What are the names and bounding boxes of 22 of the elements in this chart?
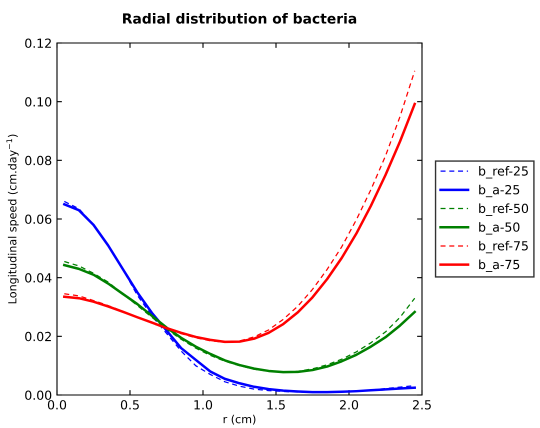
x-tick-label: 1.5 (267, 400, 285, 410)
y-tick-label: 0.10 (25, 97, 52, 107)
legend-label: b_a-25 (479, 184, 520, 198)
x-tick-label: 2.5 (412, 400, 431, 410)
legend-label: b_ref-75 (479, 240, 528, 254)
y-axis-title: Longitudinal speed (cm.day$^{−1}$) (6, 134, 19, 304)
y-tick-label: 0.12 (25, 38, 51, 48)
x-tick-label: 0.5 (120, 400, 139, 410)
y-tick-label: 0.06 (25, 214, 52, 224)
y-tick-label: 0.04 (25, 273, 52, 283)
x-tick-label: 0.0 (48, 400, 66, 410)
x-tick-label: 2.0 (340, 400, 358, 410)
legend-label: b_a-75 (479, 260, 520, 272)
legend-label: b_a-50 (479, 222, 520, 235)
chart-title: Radial distribution of bacteria (123, 13, 356, 24)
legend-label: b_ref-25 (479, 166, 528, 178)
y-tick-label: 0.02 (25, 332, 51, 342)
y-tick-label: 0.00 (25, 390, 52, 400)
x-tick-label: 1.0 (194, 400, 212, 410)
x-axis-title: r (cm) (224, 414, 256, 425)
legend-label: b_ref-50 (479, 203, 528, 216)
y-tick-label: 0.08 (25, 156, 52, 166)
